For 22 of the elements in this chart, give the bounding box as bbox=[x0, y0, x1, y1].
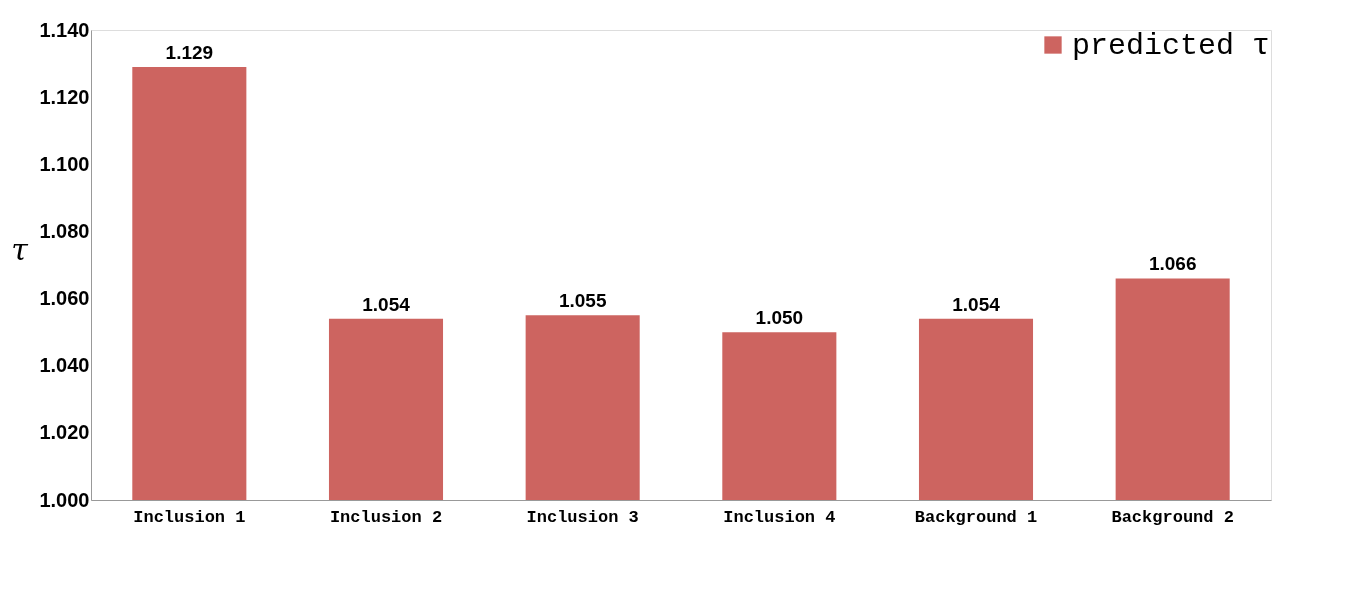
y-tick-label: 1.100 bbox=[39, 152, 90, 175]
y-tick-label: 1.120 bbox=[39, 85, 90, 108]
x-tick-label: Background 2 bbox=[1111, 507, 1234, 527]
y-tick-label: 1.040 bbox=[39, 354, 90, 377]
x-tick-label: Inclusion 3 bbox=[526, 507, 639, 527]
data-label: 1.066 bbox=[1148, 253, 1197, 275]
y-tick-label: 1.140 bbox=[39, 18, 90, 41]
y-tick-label: 1.060 bbox=[39, 287, 90, 310]
legend-label: predicted τ bbox=[1072, 29, 1271, 63]
data-label: 1.055 bbox=[558, 290, 607, 312]
data-label: 1.054 bbox=[362, 293, 411, 315]
x-tick-label: Background 1 bbox=[914, 507, 1038, 527]
data-label: 1.129 bbox=[165, 41, 214, 63]
data-label: 1.050 bbox=[755, 307, 804, 329]
y-tick-label: 1.080 bbox=[39, 219, 90, 242]
y-tick-label: 1.000 bbox=[39, 488, 90, 511]
x-tick-label: Inclusion 2 bbox=[329, 507, 443, 527]
y-tick-label: 1.020 bbox=[39, 421, 90, 444]
data-label: 1.054 bbox=[952, 293, 1001, 315]
x-tick-label: Inclusion 1 bbox=[133, 507, 246, 527]
x-tick-label: Inclusion 4 bbox=[723, 507, 836, 527]
y-axis-title: τ bbox=[11, 231, 29, 267]
